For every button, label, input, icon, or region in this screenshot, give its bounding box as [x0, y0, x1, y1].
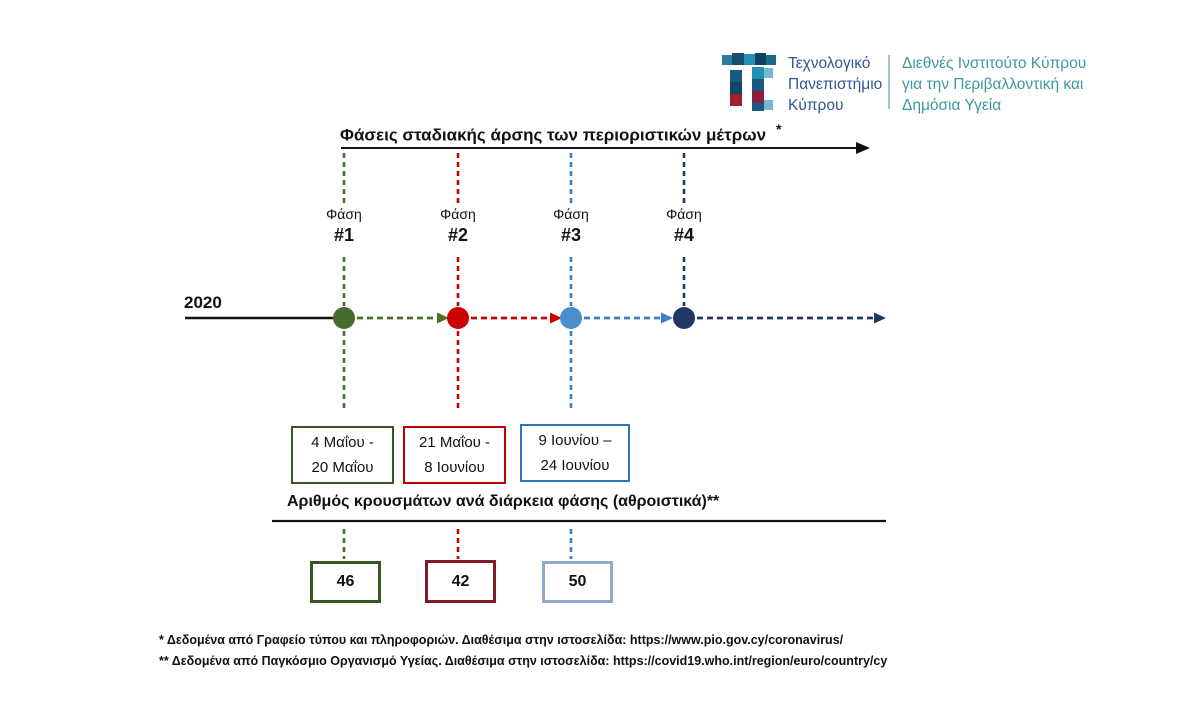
phase-3-word: Φάση: [553, 206, 589, 222]
university-name-line: Πανεπιστήμιο: [788, 76, 883, 93]
phase-1-dot: [333, 307, 355, 329]
phase-4-arrowhead: [874, 312, 886, 324]
phase-3-arrowhead: [661, 312, 673, 324]
phase-1-arrowhead: [437, 312, 449, 324]
institute-name-line: για την Περιβαλλοντική και: [902, 76, 1084, 93]
university-name-line: Κύπρου: [788, 97, 844, 114]
institute-name: Διεθνές Ινστιτούτο Κύπρου για την Περιβα…: [902, 53, 1117, 116]
phases-title-asterisk: *: [776, 121, 782, 137]
phase-2-arrowhead: [550, 312, 562, 324]
cut-logo-icon: [722, 53, 776, 111]
cases-phase-2-value: 42: [451, 572, 470, 590]
cases-section-title: Αριθμός κρουσμάτων ανά διάρκεια φάσης (α…: [287, 493, 720, 510]
year-label: 2020: [184, 293, 222, 312]
phase-4-number: #4: [673, 225, 695, 245]
phase-2-date-line2: 8 Ιουνίου: [424, 459, 485, 476]
phase-1-number: #1: [333, 225, 355, 245]
phase-1-date-line2: 20 Μαΐου: [311, 459, 374, 476]
cases-phase-1-box: 46: [310, 561, 381, 603]
phase-3-dot: [560, 307, 582, 329]
phase-1-word: Φάση: [326, 206, 362, 222]
phase-1-date-line1: 4 Μαΐου -: [311, 434, 374, 451]
footnote-2: ** Δεδομένα από Παγκόσμιο Οργανισμό Υγεί…: [159, 654, 888, 668]
phases-title-text: Φάσεις σταδιακής άρσης των περιοριστικών…: [340, 125, 767, 145]
footnote-1: * Δεδομένα από Γραφείο τύπου και πληροφο…: [159, 633, 844, 647]
phase-2-number: #2: [447, 225, 469, 245]
institute-name-line: Δημόσια Υγεία: [902, 97, 1002, 114]
phase-3-date-line2: 24 Ιουνίου: [540, 457, 610, 474]
phase-4-dot: [673, 307, 695, 329]
university-name: Τεχνολογικό Πανεπιστήμιο Κύπρου: [788, 53, 883, 116]
cases-phase-1-value: 46: [336, 573, 355, 590]
institute-name-line: Διεθνές Ινστιτούτο Κύπρου: [902, 55, 1087, 72]
cases-phase-3-value: 50: [568, 573, 587, 590]
phase-4-label: Φάση #4: [639, 206, 729, 246]
phase-2-label: Φάση #2: [413, 206, 503, 246]
phase-2-date-box: 21 Μαΐου - 8 Ιουνίου: [403, 426, 506, 484]
footnotes: * Δεδομένα από Γραφείο τύπου και πληροφο…: [159, 630, 887, 672]
phase-4-word: Φάση: [666, 206, 702, 222]
phase-1-label: Φάση #1: [299, 206, 389, 246]
university-name-line: Τεχνολογικό: [788, 55, 871, 72]
phase-3-date-box: 9 Ιουνίου – 24 Ιουνίου: [520, 424, 630, 482]
phases-axis-arrowhead: [856, 142, 870, 154]
phase-3-date-line1: 9 Ιουνίου –: [538, 432, 612, 449]
cases-phase-3-box: 50: [542, 561, 613, 603]
phase-3-number: #3: [560, 225, 582, 245]
cases-phase-2-box: 42: [425, 560, 496, 603]
logo-divider: [888, 55, 890, 109]
phase-2-date-line1: 21 Μαΐου -: [418, 434, 491, 451]
phase-2-word: Φάση: [440, 206, 476, 222]
header-logo-block: Τεχνολογικό Πανεπιστήμιο Κύπρου Διεθνές …: [722, 53, 1117, 116]
phase-1-date-box: 4 Μαΐου - 20 Μαΐου: [291, 426, 394, 484]
phase-2-dot: [447, 307, 469, 329]
phases-title: Φάσεις σταδιακής άρσης των περιοριστικών…: [340, 121, 781, 146]
phase-3-label: Φάση #3: [526, 206, 616, 246]
